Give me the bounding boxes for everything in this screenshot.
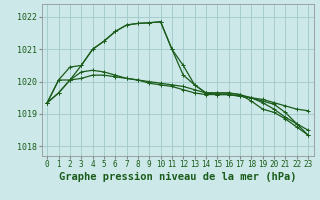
X-axis label: Graphe pression niveau de la mer (hPa): Graphe pression niveau de la mer (hPa) xyxy=(59,172,296,182)
